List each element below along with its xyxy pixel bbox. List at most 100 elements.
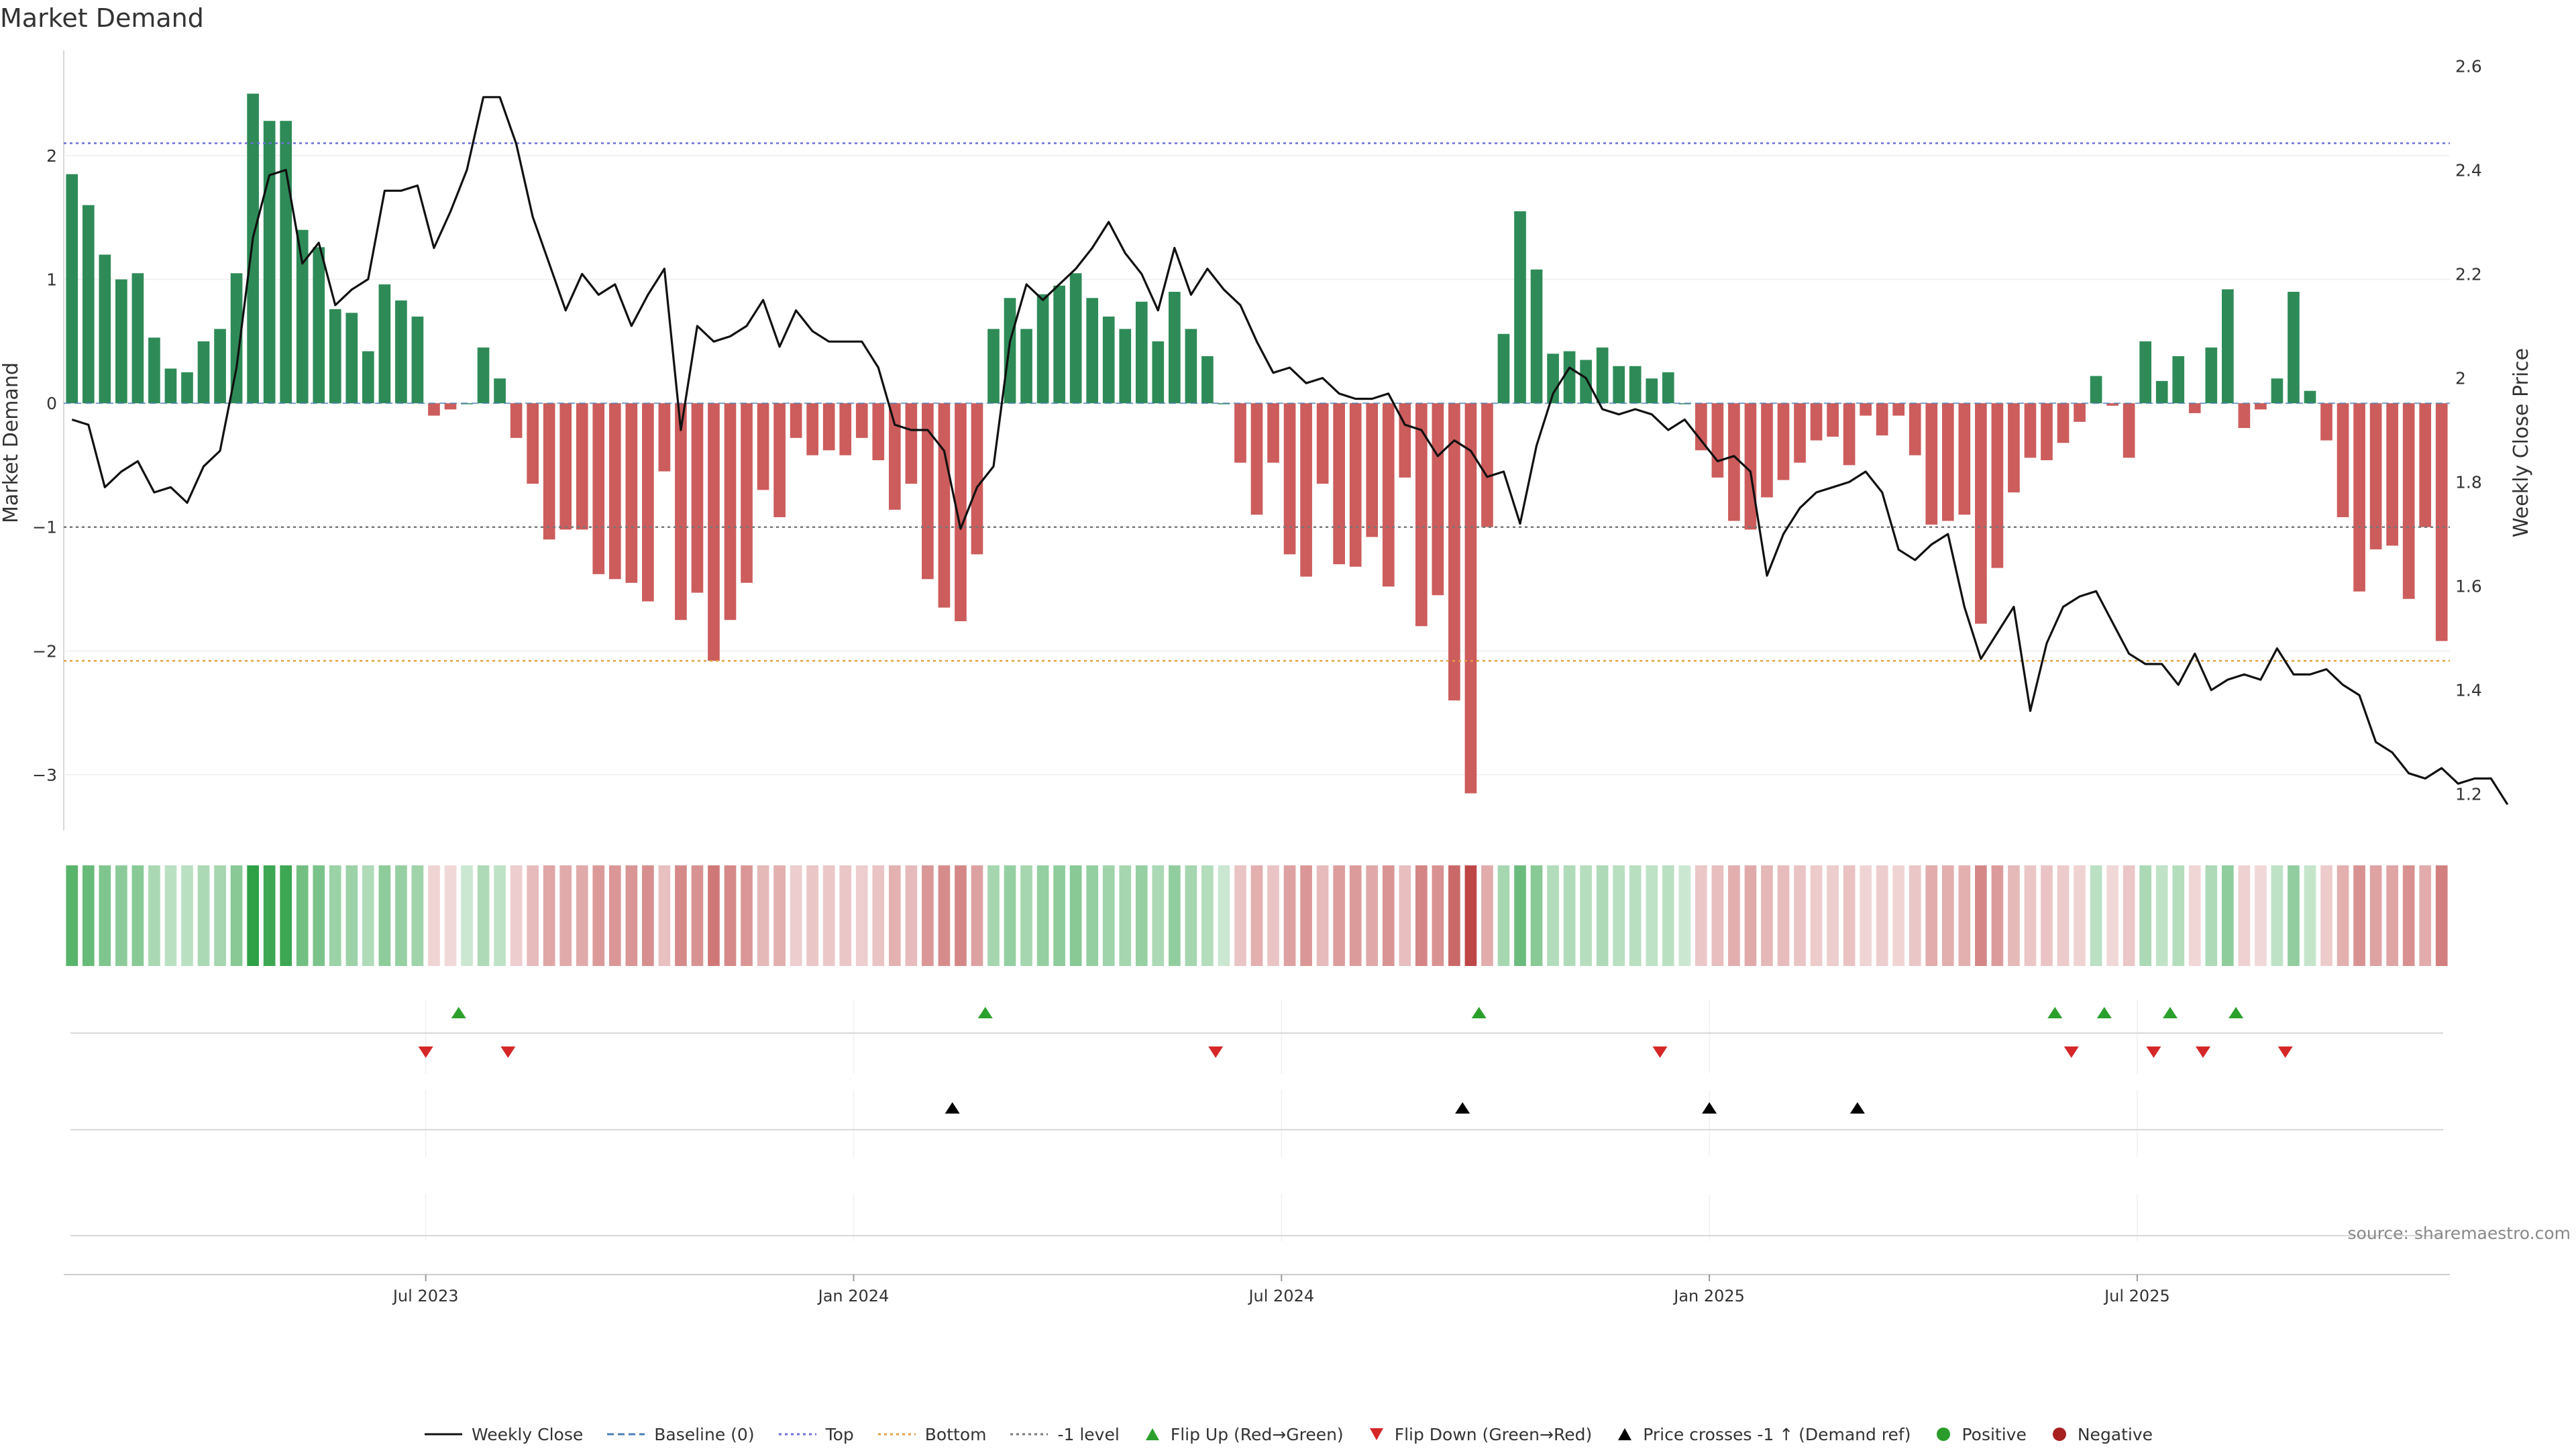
demand-bar [1399,403,1411,478]
heat-cell [1596,865,1609,966]
heat-cell [197,865,210,966]
heat-cell [148,865,160,966]
legend-swatch-icon [877,1433,916,1436]
price-cross-marker [1702,1102,1717,1114]
legend-label: Flip Up (Red→Green) [1170,1424,1344,1444]
heat-cell [1547,865,1559,966]
heat-cell [2205,865,2218,966]
heat-cell [2074,865,2086,966]
demand-bar [872,403,885,461]
demand-bar [971,403,983,555]
demand-bar [2008,403,2020,493]
heat-cell [1432,865,1444,966]
y-axis-title: Market Demand [0,362,23,523]
demand-bar [329,309,341,404]
demand-bar [1283,403,1296,555]
demand-bar [1530,269,1543,404]
demand-bar [2402,403,2415,599]
source-credit: source: sharemaestro.com [2348,1224,2571,1243]
demand-bar [608,403,621,580]
demand-bar [1876,403,1888,436]
demand-bar [2155,380,2168,404]
heat-cell [2402,865,2415,966]
heat-cell [131,865,144,966]
legend-swatch-icon [1618,1428,1632,1440]
demand-bar [1810,403,1823,441]
heat-cell [1102,865,1115,966]
weekly-close-line [71,96,2509,806]
y2-tick-label: 2.2 [2455,264,2482,284]
legend-swatch-icon [2052,1428,2066,1441]
x-tick-label: Jul 2025 [2103,1287,2170,1305]
heat-cell [708,865,720,966]
heat-cell [773,865,786,966]
heat-cell [1530,865,1543,966]
heat-cell [1827,865,1839,966]
heat-cell [1843,865,1856,966]
demand-bar [164,368,177,404]
demand-bar [395,300,407,404]
demand-bar [1201,356,1214,404]
demand-bar [2255,403,2267,410]
demand-bar [428,403,440,416]
demand-bar [592,403,605,574]
heat-cell [2106,865,2118,966]
heat-cell [1646,865,1658,966]
demand-bar [1925,403,1938,525]
heat-cell [1678,865,1691,966]
heat-cell [1958,865,1971,966]
heat-cell [1349,865,1362,966]
demand-bar [2238,403,2251,429]
demand-bar [955,403,967,622]
heat-cell [1382,865,1395,966]
demand-bar [2139,341,2152,404]
demand-bar [757,403,769,490]
heat-cell [592,865,605,966]
heat-cell [1004,865,1016,966]
demand-bar [1152,341,1165,404]
heat-cell [1135,865,1148,966]
demand-bar [1744,403,1757,530]
demand-bar [741,403,753,583]
heat-cell [1777,865,1790,966]
demand-bar [1135,301,1148,404]
heat-cell [395,865,407,966]
y2-tick-label: 1.8 [2455,473,2482,492]
flip-down-marker [1208,1046,1224,1058]
demand-bar [362,351,374,404]
demand-bar [1728,403,1740,521]
demand-bar [1119,329,1132,404]
heat-cell [1086,865,1099,966]
heat-cell [872,865,885,966]
heat-cell [296,865,309,966]
heat-cell [1860,865,1872,966]
heat-cell [214,865,226,966]
heat-cell [1580,865,1592,966]
demand-bar [1250,403,1263,515]
y2-tick-label: 1.2 [2455,785,2482,804]
flip-down-marker [500,1046,516,1058]
legend-swatch-icon [1145,1428,1159,1440]
y2-tick-label: 2.4 [2455,160,2482,180]
demand-bar [1185,329,1197,404]
heat-cell [1152,865,1165,966]
demand-bar [2271,378,2284,404]
price-cross-marker [945,1102,960,1114]
heat-cell [1613,865,1625,966]
heat-cell [1333,865,1345,966]
flip-down-marker [2063,1046,2079,1058]
legend-item: Baseline (0) [606,1424,755,1444]
demand-heat-strip [66,865,2448,966]
demand-bar [1695,403,1707,451]
x-tick-label: Jan 2025 [1672,1287,1745,1305]
flip-down-marker [1652,1046,1668,1058]
heat-cell [2090,865,2102,966]
demand-bar [1053,285,1065,404]
heat-cell [2369,865,2382,966]
heat-cell [691,865,704,966]
demand-bar [296,229,309,404]
heat-cell [1514,865,1526,966]
demand-bar [411,316,424,404]
heat-cell [115,865,127,966]
y2-tick-label: 2.6 [2455,56,2482,76]
